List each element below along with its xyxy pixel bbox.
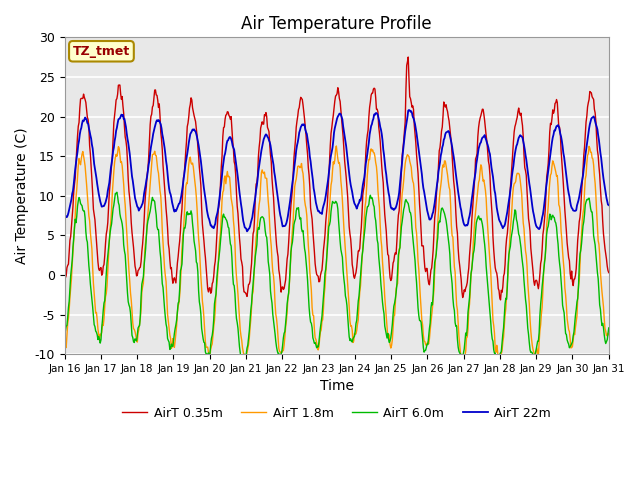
AirT 1.8m [61,340,68,346]
AirT 0.35m [211,264,218,269]
AirT 22m [70,173,78,179]
AirT 22m [405,107,413,113]
Legend: AirT 0.35m, AirT 1.8m, AirT 6.0m, AirT 22m: AirT 0.35m, AirT 1.8m, AirT 6.0m, AirT 2… [117,402,556,424]
AirT 1.8m [496,359,504,364]
X-axis label: Time: Time [320,379,354,394]
AirT 22m [61,213,68,219]
AirT 6.0m [419,345,427,350]
Line: AirT 22m: AirT 22m [65,110,609,231]
Y-axis label: Air Temperature (C): Air Temperature (C) [15,127,29,264]
AirT 0.35m [605,270,612,276]
AirT 6.0m [211,296,219,301]
AirT 6.0m [493,364,500,370]
AirT 0.35m [404,54,412,60]
AirT 22m [420,189,428,194]
Title: Air Temperature Profile: Air Temperature Profile [241,15,432,33]
Line: AirT 1.8m: AirT 1.8m [65,146,609,361]
AirT 6.0m [127,321,135,327]
AirT 0.35m [497,297,504,303]
AirT 0.35m [70,181,78,187]
AirT 0.35m [182,149,189,155]
AirT 6.0m [113,190,121,195]
AirT 6.0m [61,332,68,337]
AirT 1.8m [211,317,218,323]
AirT 1.8m [127,290,134,296]
AirT 6.0m [70,225,78,230]
AirT 0.35m [403,62,410,68]
AirT 1.8m [70,226,78,231]
AirT 1.8m [182,184,189,190]
AirT 1.8m [605,332,612,338]
AirT 1.8m [333,143,340,149]
AirT 6.0m [605,325,612,331]
AirT 22m [127,158,134,164]
AirT 22m [243,228,251,234]
AirT 0.35m [61,274,68,279]
Line: AirT 0.35m: AirT 0.35m [65,57,609,300]
AirT 0.35m [419,243,427,249]
AirT 1.8m [419,332,427,338]
Line: AirT 6.0m: AirT 6.0m [65,192,609,367]
AirT 1.8m [404,152,412,157]
AirT 22m [182,160,189,166]
AirT 6.0m [404,200,412,205]
AirT 6.0m [182,211,190,217]
AirT 22m [404,114,412,120]
Text: TZ_tmet: TZ_tmet [73,45,130,58]
AirT 0.35m [127,205,134,211]
AirT 22m [605,202,612,208]
AirT 22m [211,223,218,228]
